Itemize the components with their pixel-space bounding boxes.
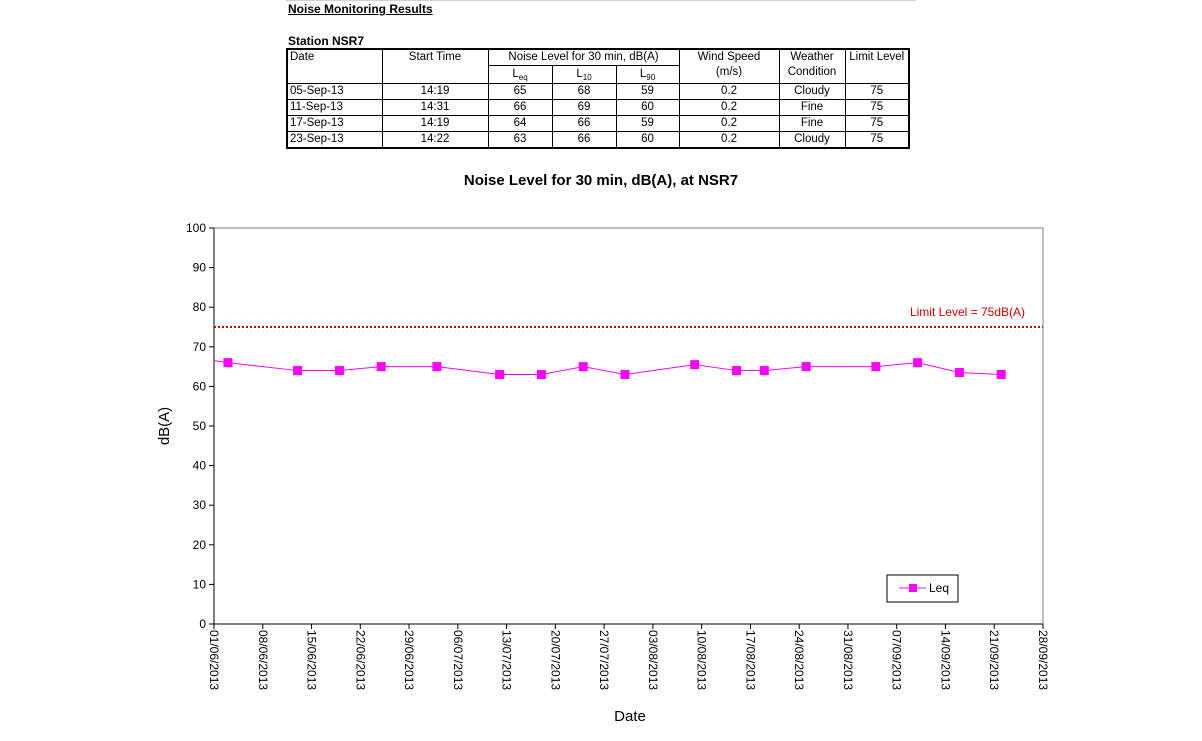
l90-main: L [639, 68, 647, 80]
report-title: Noise Monitoring Results [288, 2, 433, 16]
plot-area [213, 227, 1044, 625]
cell-l10: 66 [551, 115, 617, 132]
limit-line-group: Limit Level = 75dB(A) [214, 305, 1043, 328]
y-tick-label: 100 [186, 221, 206, 235]
table-row: 11-Sep-13 14:31 66 69 60 0.2 Fine 75 [286, 99, 910, 116]
y-axis: 0 10 20 30 40 50 60 70 80 90 100 [186, 221, 215, 631]
header-start-time: Start Time [381, 48, 489, 84]
data-point [913, 358, 923, 368]
cell-weather: Cloudy [778, 131, 846, 149]
data-point [432, 362, 442, 372]
data-point [690, 360, 700, 370]
cell-l90: 60 [615, 131, 680, 149]
cell-time: 14:31 [381, 99, 489, 116]
cell-time: 14:22 [381, 131, 489, 149]
data-point [871, 362, 881, 372]
y-tick-label: 30 [193, 498, 207, 512]
table-row: 17-Sep-13 14:19 64 66 59 0.2 Fine 75 [286, 115, 910, 132]
cell-weather: Fine [778, 115, 846, 132]
x-tick-label: 08/06/2013 [256, 630, 270, 690]
header-condition-label: Condition [787, 66, 837, 78]
data-point [376, 362, 386, 372]
cell-limit: 75 [844, 115, 910, 132]
x-tick-label: 10/08/2013 [695, 630, 709, 690]
data-point [731, 366, 741, 376]
l90-sub: 90 [646, 73, 656, 82]
leq-main: L [512, 68, 519, 80]
x-tick-label: 15/06/2013 [305, 630, 319, 690]
header-wind-label: Wind Speed [697, 51, 761, 63]
l10-sub: 10 [582, 73, 592, 82]
station-title: Station NSR7 [288, 34, 365, 48]
x-tick-label: 24/08/2013 [792, 630, 806, 690]
cell-wind: 0.2 [678, 99, 780, 116]
table-header-row: Date Start Time Noise Level for 30 min, … [286, 48, 910, 84]
x-tick-label: 06/07/2013 [451, 630, 465, 690]
data-point [293, 366, 303, 376]
x-tick-label: 13/07/2013 [500, 630, 514, 690]
cell-leq: 63 [487, 131, 553, 149]
x-axis: 01/06/2013 08/06/2013 15/06/2013 22/06/2013… [207, 623, 1050, 690]
cell-l10: 66 [551, 131, 617, 149]
cell-date: 23-Sep-13 [286, 131, 383, 149]
data-point [996, 370, 1006, 380]
legend-marker [909, 584, 917, 592]
cell-date: 05-Sep-13 [286, 83, 383, 100]
data-point [620, 370, 630, 380]
data-point [801, 362, 811, 372]
table-row: 23-Sep-13 14:22 63 66 60 0.2 Cloudy 75 [286, 131, 910, 149]
header-weather-label: Weather [790, 51, 834, 63]
y-tick-label: 70 [193, 340, 207, 354]
chart-title: Noise Level for 30 min, dB(A), at NSR7 [463, 172, 739, 189]
y-tick-label: 60 [193, 379, 207, 393]
x-tick-label: 22/06/2013 [353, 630, 367, 690]
x-tick-label: 01/06/2013 [207, 630, 221, 690]
data-point [223, 358, 233, 368]
table-row: 05-Sep-13 14:19 65 68 59 0.2 Cloudy 75 [286, 83, 910, 100]
legend: Leq [886, 574, 959, 603]
x-tick-label: 20/07/2013 [548, 630, 562, 690]
data-point [536, 370, 546, 380]
y-tick-label: 0 [199, 617, 206, 631]
divider [286, 0, 916, 1]
y-axis-title: dB(A) [156, 407, 173, 445]
plot-border [213, 227, 1044, 625]
x-tick-label: 27/07/2013 [597, 630, 611, 690]
header-wind-speed: Wind Speed (m/s) [678, 48, 780, 84]
y-tick-label: 20 [193, 538, 207, 552]
x-tick-label: 03/08/2013 [646, 630, 660, 690]
y-tick-label: 90 [193, 261, 207, 275]
data-point [954, 368, 964, 378]
x-tick-label: 21/09/2013 [987, 630, 1001, 690]
x-tick-label: 31/08/2013 [841, 630, 855, 690]
series-line-leq [213, 360, 1002, 376]
x-axis-title: Date [614, 708, 646, 725]
x-tick-label: 17/08/2013 [743, 630, 757, 690]
data-point [495, 370, 505, 380]
data-point [578, 362, 588, 372]
header-wind-unit: (m/s) [715, 66, 743, 78]
y-tick-label: 40 [193, 459, 207, 473]
table-subheader-row: Leq L10 L90 [287, 65, 909, 84]
noise-results-table: Date Start Time Noise Level for 30 min, … [286, 48, 910, 149]
leq-sub: eq [518, 73, 528, 82]
x-tick-label: 14/09/2013 [938, 630, 952, 690]
y-tick-label: 80 [193, 300, 207, 314]
y-tick-label: 50 [193, 419, 207, 433]
legend-label: Leq [929, 581, 949, 595]
cell-limit: 75 [844, 131, 910, 149]
x-tick-label: 29/06/2013 [402, 630, 416, 690]
data-point [759, 366, 769, 376]
l10-main: L [576, 68, 583, 80]
x-tick-label: 28/09/2013 [1036, 630, 1050, 690]
y-tick-label: 10 [193, 577, 207, 591]
series-group [213, 358, 1006, 380]
limit-line-label: Limit Level = 75dB(A) [910, 305, 1025, 319]
x-tick-label: 07/09/2013 [890, 630, 904, 690]
data-point [334, 366, 344, 376]
